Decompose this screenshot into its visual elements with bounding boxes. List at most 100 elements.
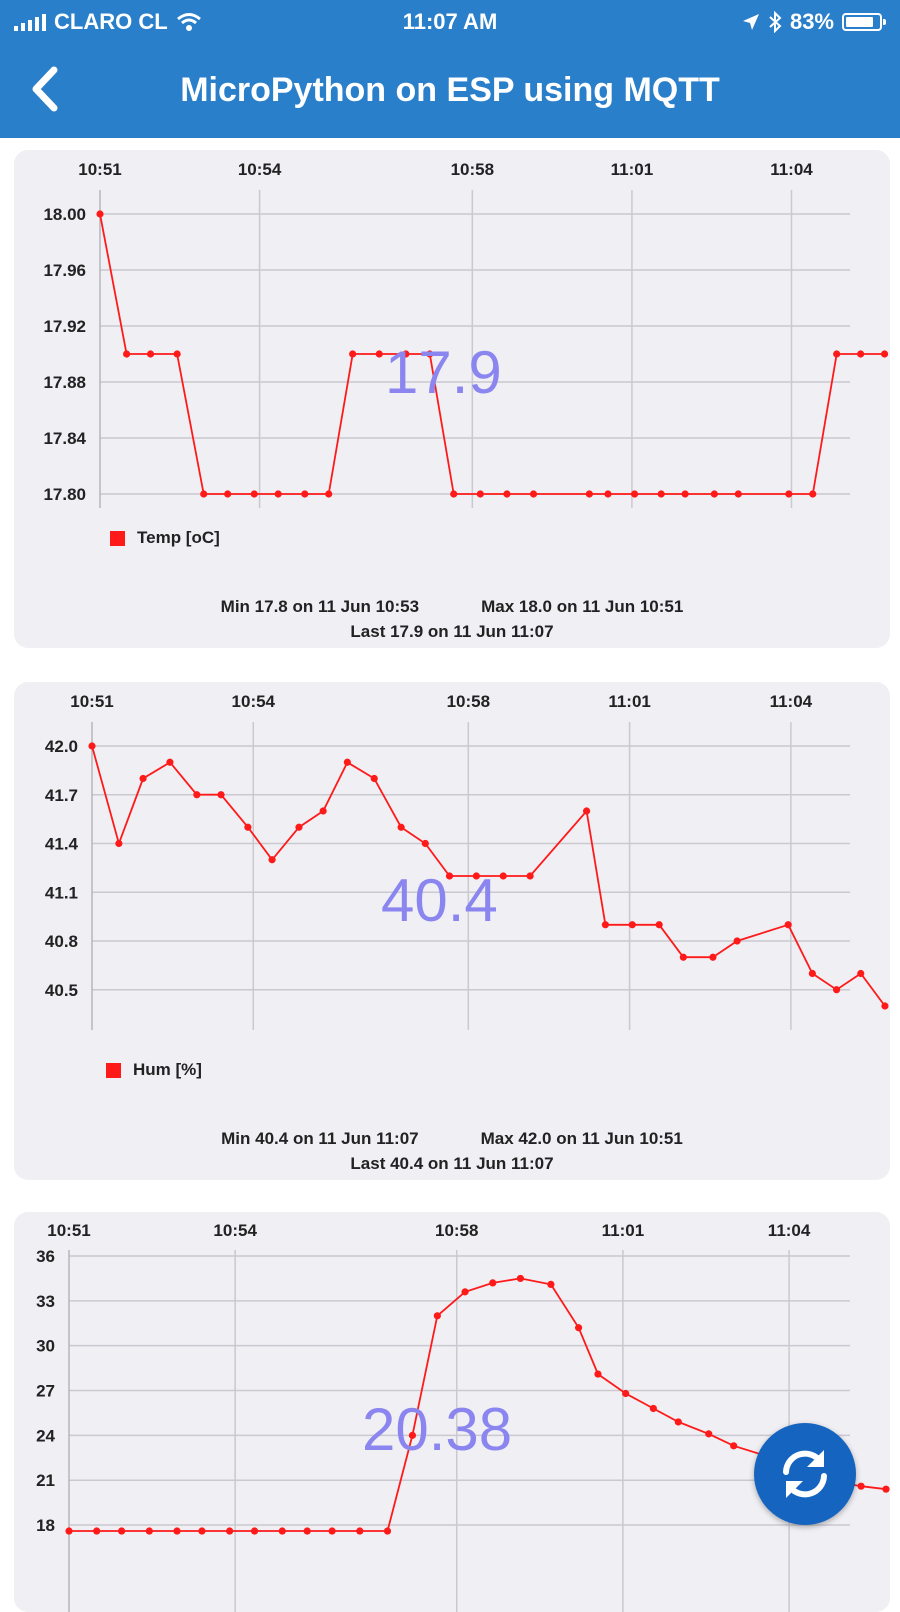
data-point bbox=[857, 350, 865, 358]
data-point bbox=[224, 490, 232, 498]
data-point bbox=[200, 490, 208, 498]
data-point bbox=[710, 490, 718, 498]
x-tick-label: 10:51 bbox=[70, 692, 113, 711]
data-point bbox=[604, 490, 612, 498]
data-point bbox=[146, 350, 155, 358]
x-tick-label: 10:58 bbox=[447, 692, 490, 711]
data-point bbox=[681, 490, 689, 498]
x-tick-label: 10:54 bbox=[232, 692, 276, 711]
data-point bbox=[244, 823, 252, 831]
data-point bbox=[96, 210, 104, 218]
data-point bbox=[705, 1430, 713, 1438]
legend-label: Hum [%] bbox=[133, 1060, 202, 1079]
data-point bbox=[529, 490, 538, 498]
y-tick-label: 30 bbox=[36, 1337, 55, 1356]
data-point bbox=[173, 1527, 181, 1535]
data-point bbox=[785, 490, 793, 498]
humidity-stats: Min 40.4 on 11 Jun 11:07 Max 42.0 on 11 … bbox=[14, 1126, 890, 1176]
back-button[interactable] bbox=[26, 64, 66, 114]
x-tick-label: 11:04 bbox=[768, 1221, 811, 1240]
data-point bbox=[303, 1527, 311, 1535]
stat-max: Max 18.0 on 11 Jun 10:51 bbox=[481, 597, 684, 616]
data-point bbox=[734, 490, 742, 498]
data-point bbox=[622, 1389, 630, 1398]
data-point bbox=[582, 807, 591, 815]
data-point bbox=[880, 350, 889, 358]
battery-icon bbox=[842, 13, 886, 31]
data-point bbox=[268, 856, 276, 864]
y-tick-label: 27 bbox=[36, 1382, 55, 1401]
data-point bbox=[343, 758, 351, 766]
y-tick-label: 17.84 bbox=[43, 429, 86, 448]
x-tick-label: 11:01 bbox=[602, 1221, 645, 1240]
y-tick-label: 17.80 bbox=[43, 485, 86, 504]
refresh-icon bbox=[783, 1450, 827, 1498]
data-point bbox=[93, 1527, 101, 1535]
data-point bbox=[278, 1527, 286, 1535]
x-tick-label: 11:04 bbox=[770, 160, 813, 179]
location-arrow-icon bbox=[742, 14, 759, 30]
data-point bbox=[503, 490, 511, 498]
y-tick-label: 41.1 bbox=[45, 883, 78, 902]
data-point bbox=[383, 1527, 392, 1535]
data-point bbox=[426, 350, 434, 358]
data-point bbox=[250, 1527, 259, 1535]
data-point bbox=[628, 921, 636, 929]
data-point bbox=[730, 1442, 738, 1450]
legend-label: Temp [oC] bbox=[137, 528, 220, 547]
data-point bbox=[198, 1527, 206, 1535]
y-tick-label: 40.5 bbox=[45, 981, 78, 1000]
data-point bbox=[139, 774, 147, 783]
data-point bbox=[476, 490, 484, 498]
data-point bbox=[115, 839, 123, 848]
temperature-legend: Temp [oC] bbox=[110, 528, 220, 548]
y-tick-label: 18 bbox=[36, 1516, 55, 1535]
stat-last: Last 17.9 on 11 Jun 11:07 bbox=[350, 622, 554, 641]
data-point bbox=[402, 350, 410, 358]
data-point bbox=[808, 969, 816, 978]
y-tick-label: 24 bbox=[36, 1426, 55, 1445]
data-point bbox=[295, 823, 303, 831]
data-point bbox=[166, 758, 174, 766]
data-point bbox=[882, 1485, 890, 1493]
y-tick-label: 17.88 bbox=[43, 373, 86, 392]
bluetooth-icon bbox=[769, 11, 782, 33]
stat-min: Min 17.8 on 11 Jun 10:53 bbox=[220, 597, 420, 616]
data-point bbox=[370, 774, 378, 783]
battery-level-fill bbox=[846, 17, 873, 27]
sensor-chart: 36 33 30 27 24 21 18 10:51 10:54 10:58 11:01 11:04 bbox=[36, 1221, 890, 1612]
data-point bbox=[301, 490, 309, 498]
data-point bbox=[88, 742, 96, 750]
stat-last: Last 40.4 on 11 Jun 11:07 bbox=[350, 1154, 554, 1173]
data-point bbox=[630, 490, 639, 498]
data-point bbox=[857, 1482, 865, 1490]
data-point bbox=[472, 872, 480, 880]
humidity-chart-card: 42.0 41.7 41.4 41.1 40.8 40.5 10:51 10:54 10:58 1… bbox=[14, 682, 890, 1180]
x-tick-label: 10:51 bbox=[47, 1221, 90, 1240]
data-point bbox=[356, 1527, 364, 1535]
data-point bbox=[809, 490, 817, 498]
refresh-button[interactable] bbox=[754, 1423, 856, 1525]
data-point bbox=[349, 350, 357, 358]
data-point bbox=[733, 937, 741, 945]
series-line bbox=[99, 213, 885, 495]
data-point bbox=[784, 921, 792, 929]
data-point bbox=[193, 791, 201, 799]
data-point bbox=[433, 1312, 441, 1320]
y-tick-label: 17.96 bbox=[43, 261, 86, 280]
data-point bbox=[408, 1431, 417, 1439]
data-point bbox=[445, 872, 454, 880]
data-point bbox=[173, 350, 181, 358]
x-tick-label: 10:51 bbox=[78, 160, 121, 179]
x-tick-label: 11:04 bbox=[770, 692, 813, 711]
data-point bbox=[655, 921, 663, 929]
sensor-chart-card: 36 33 30 27 24 21 18 10:51 10:54 10:58 11:01 11:04 … bbox=[14, 1212, 890, 1612]
data-point bbox=[250, 490, 258, 498]
temperature-chart-card: 18.00 17.96 17.92 17.88 17.84 17.80 10:51 10:54… bbox=[14, 150, 890, 648]
humidity-chart: 42.0 41.7 41.4 41.1 40.8 40.5 10:51 10:54 10:58 1… bbox=[45, 692, 889, 1030]
data-point bbox=[526, 872, 534, 880]
data-point bbox=[832, 986, 841, 994]
data-point bbox=[833, 350, 841, 358]
chevron-left-icon bbox=[32, 66, 58, 112]
y-tick-label: 36 bbox=[36, 1247, 55, 1266]
